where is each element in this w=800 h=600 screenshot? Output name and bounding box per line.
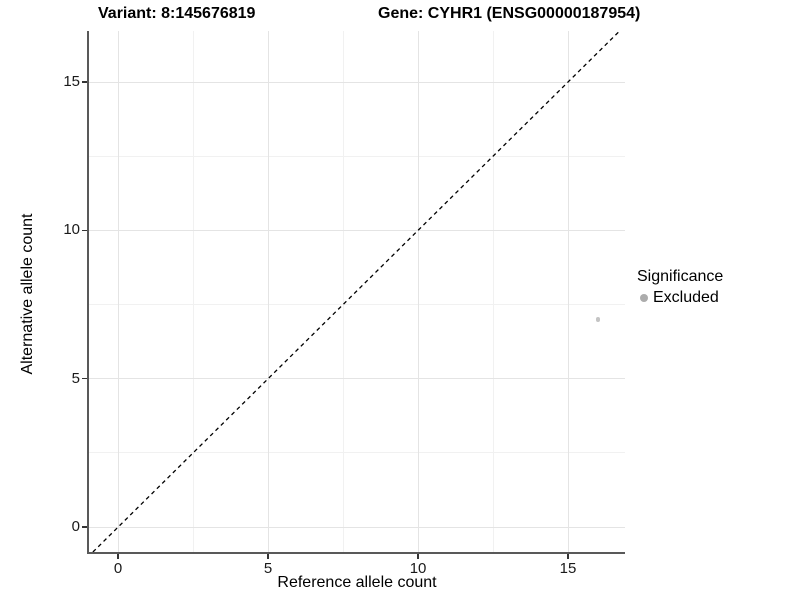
plot-panel [89, 30, 625, 553]
x-axis-line [87, 552, 625, 554]
gridline-y-minor [89, 452, 625, 454]
x-tick-label: 10 [409, 560, 427, 577]
gridline-y-major [89, 229, 625, 231]
gridline-y-major [89, 378, 625, 380]
y-tick-label: 5 [71, 369, 80, 387]
gridline-x-minor [492, 31, 494, 552]
x-tick-label: 15 [559, 560, 577, 577]
x-axis-title: Reference allele count [277, 574, 437, 591]
x-tick-mark [417, 554, 419, 559]
gridline-x-major [267, 31, 269, 552]
identity-line-layer [92, 30, 621, 553]
legend-title: Significance [637, 268, 724, 285]
gridline-x-minor [342, 31, 344, 552]
x-tick-label: 0 [113, 560, 123, 577]
data-point-excluded [595, 317, 601, 322]
x-tick-mark [267, 554, 269, 559]
y-axis-line [87, 31, 89, 554]
gridline-y-minor [89, 155, 625, 157]
y-tick-mark [82, 229, 87, 232]
x-tick-mark [567, 554, 569, 559]
gridline-x-major [417, 31, 419, 552]
excluded-point-icon [640, 294, 648, 302]
legend-item-excluded: Excluded [637, 289, 723, 307]
y-tick-mark [82, 377, 87, 380]
y-tick-label: 10 [63, 221, 80, 239]
gridline-x-major [567, 31, 569, 552]
gridline-x-major [117, 31, 119, 552]
y-tick-label: 0 [71, 518, 80, 536]
y-axis-title: Alternative allele count [19, 213, 36, 375]
x-tick-label: 5 [263, 560, 273, 577]
y-tick-label: 15 [63, 73, 80, 91]
plot-title-variant: Variant: 8:145676819 [98, 5, 256, 22]
y-tick-mark [82, 81, 87, 83]
gridline-y-minor [89, 304, 625, 306]
identity-dashed-line [92, 30, 621, 553]
gridline-y-major [89, 526, 625, 528]
gridline-x-minor [192, 31, 194, 552]
x-tick-mark [117, 554, 119, 559]
legend: Significance Excluded [637, 268, 723, 307]
plot-title-gene: Gene: CYHR1 (ENSG00000187954) [378, 5, 641, 22]
gridline-y-major [89, 81, 625, 83]
legend-item-label: Excluded [653, 289, 719, 306]
y-tick-mark [82, 526, 87, 528]
